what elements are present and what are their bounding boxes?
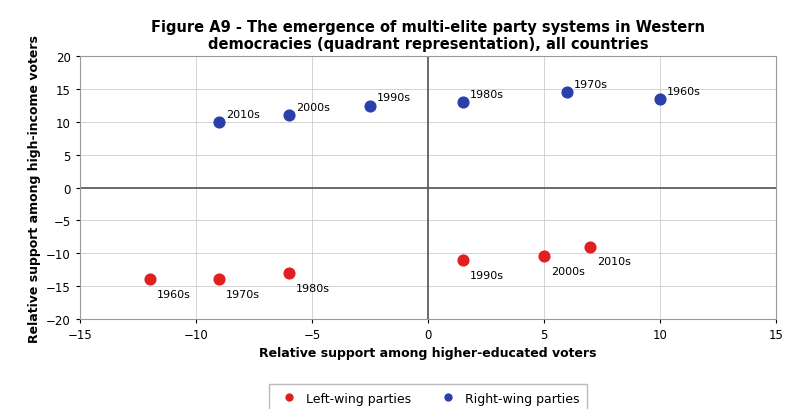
Text: 1960s: 1960s xyxy=(667,87,701,97)
Point xyxy=(654,97,666,103)
Title: Figure A9 - The emergence of multi-elite party systems in Western
democracies (q: Figure A9 - The emergence of multi-elite… xyxy=(151,20,705,52)
Point xyxy=(584,244,597,250)
Text: 1990s: 1990s xyxy=(470,270,504,280)
Text: 1970s: 1970s xyxy=(226,290,260,299)
Point xyxy=(363,103,377,110)
Y-axis label: Relative support among high-income voters: Relative support among high-income voter… xyxy=(28,35,41,342)
Text: 1990s: 1990s xyxy=(377,93,411,103)
Text: 1980s: 1980s xyxy=(470,90,504,100)
Point xyxy=(456,100,469,106)
Point xyxy=(456,257,469,263)
Point xyxy=(282,270,295,276)
X-axis label: Relative support among higher-educated voters: Relative support among higher-educated v… xyxy=(259,346,597,360)
Point xyxy=(282,113,295,119)
Point xyxy=(538,254,550,260)
Text: 1970s: 1970s xyxy=(574,80,608,90)
Text: 2000s: 2000s xyxy=(551,267,585,276)
Text: 1960s: 1960s xyxy=(157,290,190,299)
Text: 2010s: 2010s xyxy=(226,110,260,119)
Point xyxy=(561,90,574,97)
Point xyxy=(143,276,156,283)
Point xyxy=(213,276,226,283)
Legend: Left-wing parties, Right-wing parties: Left-wing parties, Right-wing parties xyxy=(270,384,586,409)
Text: 1980s: 1980s xyxy=(296,283,330,293)
Text: 2010s: 2010s xyxy=(598,257,631,267)
Point xyxy=(213,119,226,126)
Text: 2000s: 2000s xyxy=(296,103,330,113)
